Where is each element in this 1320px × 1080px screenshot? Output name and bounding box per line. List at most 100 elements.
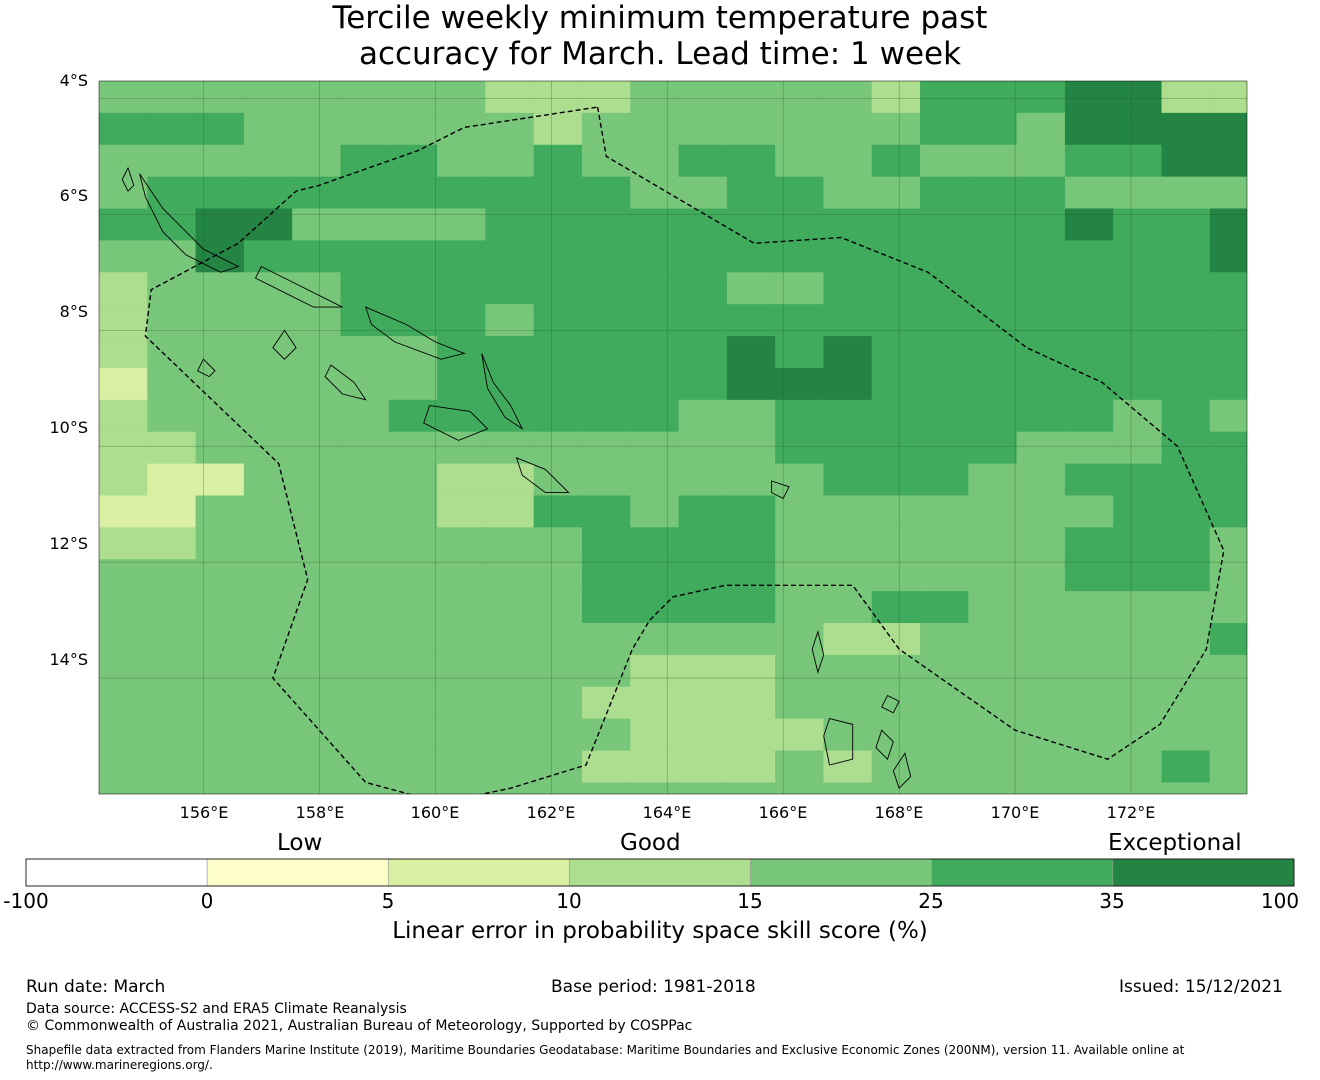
grid-cell [99, 495, 148, 528]
grid-cell [243, 495, 293, 528]
grid-cell [340, 623, 390, 656]
grid-cell [920, 623, 969, 656]
grid-cell [1258, 527, 1307, 559]
grid-cell [243, 208, 293, 242]
grid-cell [388, 463, 438, 497]
colorbar [25, 858, 1295, 887]
grid-cell [533, 431, 583, 465]
grid-cell [195, 431, 245, 465]
grid-cell [1064, 527, 1114, 560]
grid-cell [920, 686, 969, 720]
grid-cell [533, 623, 583, 656]
grid-cell [195, 144, 245, 178]
grid-cell [871, 559, 921, 592]
grid-cell [533, 463, 583, 497]
island-coastline [771, 480, 790, 500]
grid-cell [1209, 559, 1247, 592]
grid-cell [581, 463, 631, 497]
grid-cell [775, 240, 825, 273]
grid-cell [823, 623, 873, 656]
grid-cell [920, 81, 969, 114]
grid-cell [340, 654, 390, 688]
grid-cell [1209, 782, 1247, 794]
grid-cell [968, 559, 1018, 592]
grid-cell [243, 240, 293, 273]
grid-cell [388, 718, 438, 752]
grid-cell [581, 591, 631, 624]
grid-cell [630, 81, 680, 114]
grid-cell [775, 686, 825, 720]
grid-cell [1258, 559, 1307, 591]
grid-cell [1161, 144, 1211, 178]
grid-cell [823, 399, 873, 433]
grid-cell [678, 718, 728, 752]
grid-cell [630, 399, 680, 433]
grid-cell [726, 527, 776, 560]
grid-cell [678, 336, 728, 369]
grid-cell [1113, 336, 1163, 369]
grid-cell [726, 495, 776, 528]
grid-cell [1258, 304, 1307, 336]
grid-cell [871, 176, 921, 210]
grid-cell [388, 431, 438, 465]
grid-cell [147, 782, 197, 794]
grid-cell [292, 336, 342, 369]
grid-cell [340, 559, 390, 592]
grid-cell [292, 431, 342, 465]
grid-cell [678, 591, 728, 624]
grid-cell [195, 240, 245, 273]
map-title-line-1: Tercile weekly minimum temperature past [332, 0, 988, 36]
grid-cell [678, 463, 728, 497]
grid-cell [775, 463, 825, 497]
grid-cell [533, 304, 583, 337]
grid-cell [437, 208, 486, 242]
grid-cell [1258, 272, 1307, 304]
grid-cell [581, 686, 631, 720]
island-coastline [423, 405, 489, 441]
grid-cell [195, 527, 245, 560]
grid-cell [99, 304, 148, 337]
grid-cell [437, 240, 486, 273]
lat-label-10s: 10°S [49, 418, 88, 437]
grid-cell [1306, 655, 1320, 687]
grid-cell [1306, 368, 1320, 400]
grid-cell [533, 240, 583, 273]
grid-cell [147, 240, 197, 273]
grid-cell [775, 431, 825, 465]
colorbar-tick: 0 [200, 889, 214, 913]
grid-cell [292, 718, 342, 752]
grid-cell [581, 208, 631, 242]
grid-cell [147, 623, 197, 656]
grid-cell [726, 559, 776, 592]
grid-cell [1064, 495, 1114, 528]
lat-label-12s: 12°S [49, 534, 88, 553]
grid-cell [581, 304, 631, 337]
grid-cell [1306, 272, 1320, 304]
grid-cell [533, 144, 583, 178]
island-coastline [481, 353, 524, 431]
grid-cell [147, 527, 197, 560]
grid-cell [533, 654, 583, 688]
grid-cell [823, 176, 873, 210]
grid-cell [1113, 176, 1163, 210]
grid-cell [147, 81, 197, 114]
grid-cell [920, 272, 969, 305]
grid-cell [968, 81, 1018, 114]
grid-cell [485, 527, 535, 560]
grid-cell [1209, 336, 1247, 369]
colorbar-segment [206, 858, 389, 887]
grid-cell [775, 112, 825, 146]
grid-cell [533, 718, 583, 752]
grid-cell [920, 112, 969, 146]
grid-cell [437, 559, 486, 592]
grid-cell [1161, 399, 1211, 433]
coastlines [121, 166, 912, 790]
grid-cell [1161, 718, 1211, 752]
grid-cell [292, 81, 342, 114]
grid-cell [1113, 782, 1163, 794]
skill-score-grid [99, 81, 1320, 794]
grid-cell [1306, 432, 1320, 464]
grid-cell [388, 399, 438, 433]
grid-cell [678, 367, 728, 401]
grid-cell [533, 112, 583, 146]
